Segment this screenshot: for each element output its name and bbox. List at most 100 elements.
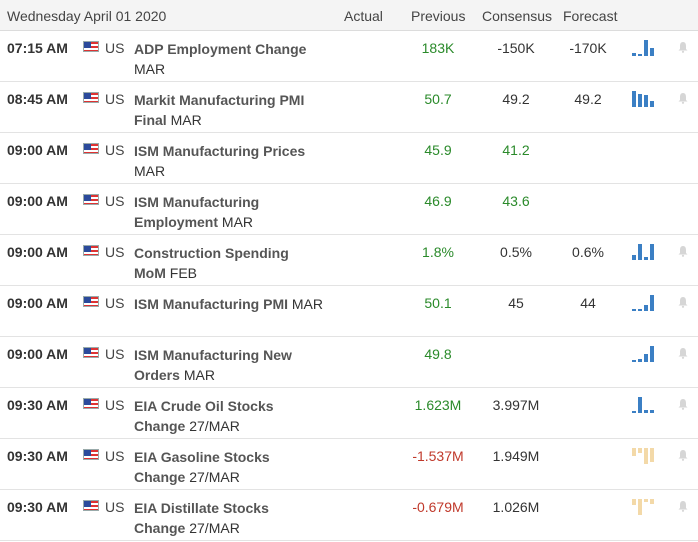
country-code: US [105, 91, 125, 107]
table-row[interactable]: 09:00 AM US ISM Manufacturing New Orders M… [0, 337, 698, 388]
history-bar [644, 95, 648, 107]
event-title: EIA Gasoline Stocks Change [134, 449, 270, 485]
history-mini-chart[interactable] [632, 295, 662, 311]
event-name[interactable]: ISM Manufacturing New Orders MAR [134, 345, 324, 385]
history-mini-chart[interactable] [632, 346, 662, 362]
history-mini-chart[interactable] [632, 499, 662, 515]
history-mini-chart[interactable] [632, 448, 662, 464]
us-flag-icon [83, 41, 99, 52]
history-bar [632, 91, 636, 107]
us-flag-icon [83, 347, 99, 358]
event-name[interactable]: EIA Crude Oil Stocks Change 27/MAR [134, 396, 324, 436]
event-name[interactable]: ISM Manufacturing PMI MAR [134, 294, 324, 314]
event-time: 09:00 AM [7, 295, 68, 311]
history-bar [638, 397, 642, 413]
column-actual[interactable]: Actual [344, 8, 383, 24]
event-time: 09:00 AM [7, 142, 68, 158]
history-bar [644, 305, 648, 311]
alert-bell-icon[interactable] [677, 245, 689, 257]
consensus-value: 41.2 [502, 142, 530, 158]
history-mini-chart[interactable] [632, 40, 662, 56]
table-row[interactable]: 07:15 AM US ADP Employment Change MAR 183K -… [0, 31, 698, 82]
event-title: Markit Manufacturing PMI Final [134, 92, 305, 128]
history-mini-chart[interactable] [632, 244, 662, 260]
alert-bell-icon[interactable] [677, 347, 689, 359]
table-row[interactable]: 08:45 AM US Markit Manufacturing PMI Final… [0, 82, 698, 133]
event-name[interactable]: Construction Spending MoM FEB [134, 243, 324, 283]
event-period: MAR [183, 367, 215, 383]
history-bar [632, 448, 636, 456]
forecast-value: 44 [580, 295, 596, 311]
event-name[interactable]: ADP Employment Change MAR [134, 39, 324, 79]
event-title: ISM Manufacturing PMI [134, 296, 288, 312]
forecast-value: 49.2 [574, 91, 602, 107]
table-row[interactable]: 09:00 AM US ISM Manufacturing Prices MAR 45… [0, 133, 698, 184]
country-code: US [105, 448, 125, 464]
previous-value: 183K [421, 40, 455, 56]
event-period: 27/MAR [189, 418, 240, 434]
column-previous[interactable]: Previous [411, 8, 466, 24]
history-bar [632, 255, 636, 260]
previous-value: 1.8% [422, 244, 454, 260]
event-time: 08:45 AM [7, 91, 68, 107]
us-flag-icon [83, 296, 99, 307]
calendar-date: Wednesday April 01 2020 [7, 8, 167, 24]
table-row[interactable]: 09:00 AM US Construction Spending MoM FEB 1… [0, 235, 698, 286]
us-flag-icon [83, 245, 99, 256]
event-name[interactable]: Markit Manufacturing PMI Final MAR [134, 90, 324, 130]
history-bar [638, 359, 642, 362]
table-row[interactable]: 09:30 AM US EIA Distillate Stocks Change 2… [0, 490, 698, 541]
table-row[interactable]: 09:30 AM US EIA Gasoline Stocks Change 27/… [0, 439, 698, 490]
event-title: EIA Distillate Stocks Change [134, 500, 269, 536]
event-period: MAR [291, 296, 324, 312]
consensus-value: -150K [497, 40, 535, 56]
history-mini-chart[interactable] [632, 397, 662, 413]
alert-bell-icon[interactable] [677, 92, 689, 104]
event-time: 07:15 AM [7, 40, 68, 56]
previous-value: -0.679M [412, 499, 464, 515]
table-row[interactable]: 09:00 AM US ISM Manufacturing PMI MAR 50.1 4… [0, 286, 698, 337]
event-time: 09:30 AM [7, 448, 68, 464]
country-code: US [105, 244, 125, 260]
event-title: Construction Spending MoM [134, 245, 289, 281]
country-code: US [105, 499, 125, 515]
event-time: 09:30 AM [7, 397, 68, 413]
us-flag-icon [83, 398, 99, 409]
us-flag-icon [83, 143, 99, 154]
us-flag-icon [83, 194, 99, 205]
event-time: 09:30 AM [7, 499, 68, 515]
event-time: 09:00 AM [7, 244, 68, 260]
table-row[interactable]: 09:00 AM US ISM Manufacturing Employment M… [0, 184, 698, 235]
event-period: MAR [134, 61, 166, 77]
alert-bell-icon[interactable] [677, 449, 689, 461]
history-bar [650, 410, 654, 413]
history-bar [650, 499, 654, 504]
column-consensus[interactable]: Consensus [482, 8, 553, 24]
us-flag-icon [83, 449, 99, 460]
us-flag-icon [83, 92, 99, 103]
consensus-value: 1.026M [492, 499, 540, 515]
event-name[interactable]: ISM Manufacturing Prices MAR [134, 141, 324, 181]
event-period: MAR [170, 112, 202, 128]
event-period: MAR [221, 214, 254, 230]
consensus-value: 1.949M [492, 448, 540, 464]
history-bar [632, 411, 636, 413]
previous-value: 1.623M [414, 397, 462, 413]
history-mini-chart[interactable] [632, 91, 662, 107]
previous-value: 45.9 [424, 142, 452, 158]
history-bar [638, 499, 642, 515]
history-bar [644, 40, 648, 56]
table-row[interactable]: 09:30 AM US EIA Crude Oil Stocks Change 27… [0, 388, 698, 439]
history-bar [650, 101, 654, 107]
country-code: US [105, 193, 125, 209]
alert-bell-icon[interactable] [677, 398, 689, 410]
event-name[interactable]: EIA Distillate Stocks Change 27/MAR [134, 498, 324, 538]
column-forecast[interactable]: Forecast [563, 8, 618, 24]
alert-bell-icon[interactable] [677, 500, 689, 512]
us-flag-icon [83, 500, 99, 511]
event-name[interactable]: ISM Manufacturing Employment MAR [134, 192, 324, 232]
event-period: 27/MAR [189, 469, 240, 485]
alert-bell-icon[interactable] [677, 41, 689, 53]
alert-bell-icon[interactable] [677, 296, 689, 308]
event-name[interactable]: EIA Gasoline Stocks Change 27/MAR [134, 447, 324, 487]
